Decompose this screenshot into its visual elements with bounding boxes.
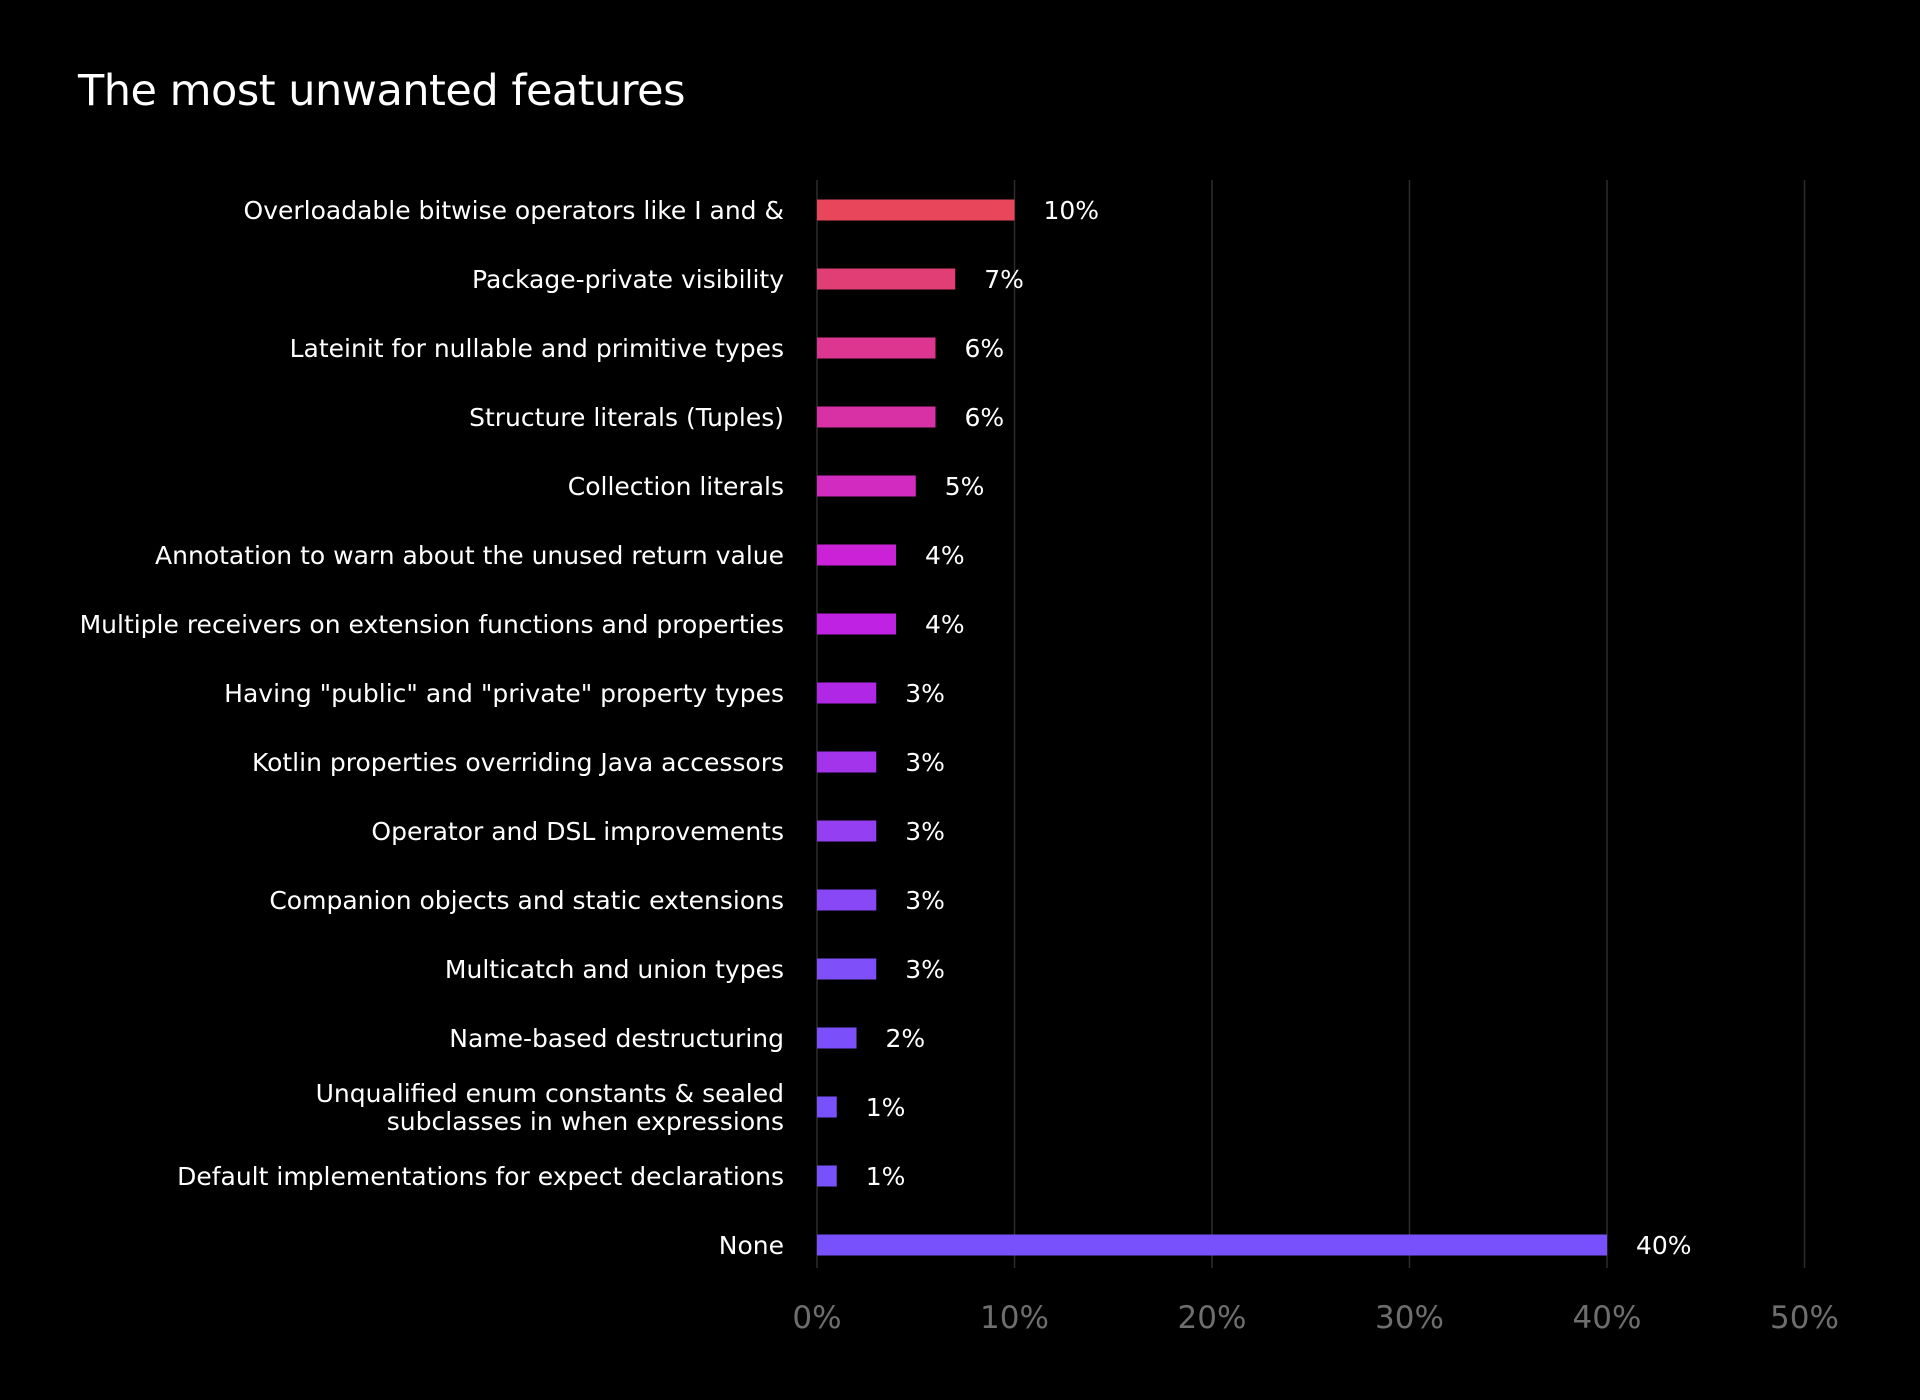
category-labels: Overloadable bitwise operators like I an… [80, 196, 785, 1260]
category-label: Default implementations for expect decla… [177, 1162, 784, 1191]
data-label: 4% [925, 541, 965, 570]
data-label: 3% [905, 955, 945, 984]
bar [817, 475, 916, 497]
data-label: 2% [886, 1024, 926, 1053]
grid-lines [816, 180, 1806, 1268]
category-label: Multiple receivers on extension function… [80, 610, 784, 639]
bar [817, 613, 896, 635]
category-label: Annotation to warn about the unused retu… [155, 541, 784, 570]
category-label: Kotlin properties overriding Java access… [252, 748, 784, 777]
data-label: 1% [866, 1093, 906, 1122]
bar [817, 199, 1015, 221]
category-label: Lateinit for nullable and primitive type… [290, 334, 784, 363]
category-label: Overloadable bitwise operators like I an… [244, 196, 784, 225]
category-label: Operator and DSL improvements [371, 817, 784, 846]
bar [817, 406, 936, 428]
x-axis-ticks: 0% 10% 20% 30% 40% 50% [792, 1300, 1839, 1336]
x-tick-label: 30% [1375, 1300, 1444, 1336]
bar [817, 889, 877, 911]
x-tick-label: 0% [792, 1300, 841, 1336]
x-tick-label: 50% [1770, 1300, 1839, 1336]
category-label: Unqualified enum constants & sealed [316, 1079, 784, 1108]
data-label: 6% [965, 334, 1005, 363]
data-label: 7% [984, 265, 1024, 294]
bar [817, 820, 877, 842]
bar [817, 544, 896, 566]
data-label: 1% [866, 1162, 906, 1191]
bar [817, 268, 956, 290]
data-label: 3% [905, 886, 945, 915]
bar [817, 337, 936, 359]
bar [817, 1027, 857, 1049]
bars [817, 199, 1607, 1256]
x-tick-label: 40% [1573, 1300, 1642, 1336]
data-labels: 10% 7% 6% 6% 5% 4% 4% 3% 3% 3% 3% 3% 2% 1% 1% 40% [866, 196, 1692, 1260]
bar [817, 958, 877, 980]
category-label: Name-based destructuring [449, 1024, 784, 1053]
category-label: subclasses in when expressions [387, 1107, 784, 1136]
bar [817, 1234, 1607, 1256]
category-label: Having "public" and "private" property t… [224, 679, 784, 708]
x-tick-label: 10% [980, 1300, 1049, 1336]
category-label: Collection literals [568, 472, 784, 501]
data-label: 3% [905, 679, 945, 708]
bar [817, 751, 877, 773]
category-label: None [719, 1231, 784, 1260]
bar [817, 1096, 837, 1118]
data-label: 10% [1044, 196, 1100, 225]
bar [817, 1165, 837, 1187]
category-label: Structure literals (Tuples) [469, 403, 784, 432]
data-label: 40% [1636, 1231, 1692, 1260]
chart-title: The most unwanted features [78, 66, 685, 116]
category-label: Companion objects and static extensions [269, 886, 784, 915]
data-label: 3% [905, 748, 945, 777]
category-label: Package-private visibility [472, 265, 784, 294]
x-tick-label: 20% [1178, 1300, 1247, 1336]
data-label: 5% [945, 472, 985, 501]
bar [817, 682, 877, 704]
category-label: Multicatch and union types [445, 955, 784, 984]
data-label: 6% [965, 403, 1005, 432]
data-label: 4% [925, 610, 965, 639]
data-label: 3% [905, 817, 945, 846]
